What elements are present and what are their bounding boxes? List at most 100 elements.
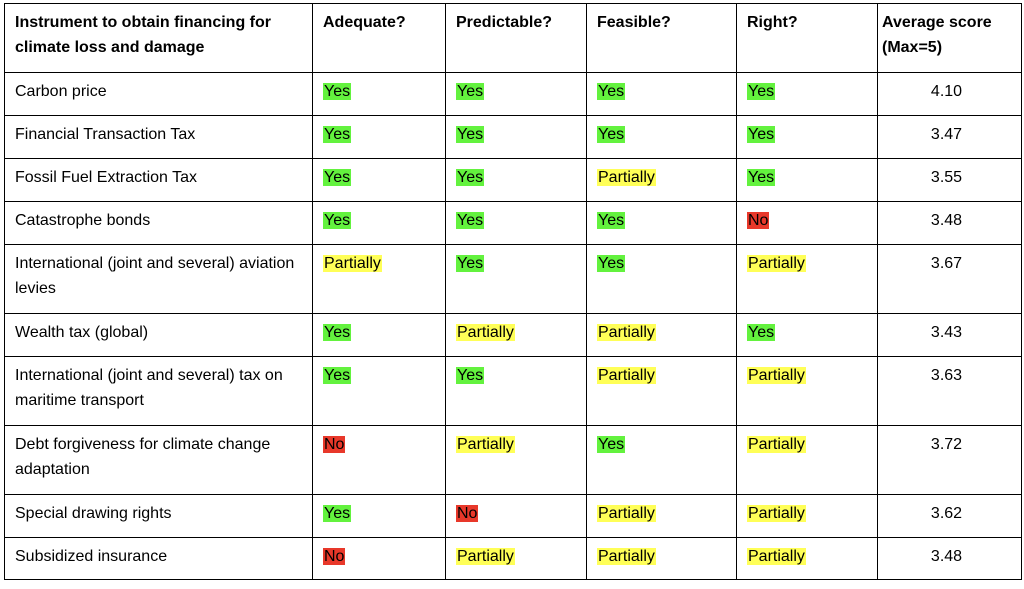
feasible-cell: Yes (586, 115, 737, 159)
rating-badge: Partially (747, 367, 806, 384)
table-row: International (joint and several) tax on… (4, 356, 1022, 426)
rating-badge: Yes (597, 83, 626, 100)
feasible-cell: Yes (586, 201, 737, 245)
rating-badge: Yes (456, 83, 485, 100)
predictable-cell: Yes (445, 72, 587, 116)
adequate-cell: Yes (312, 72, 446, 116)
average-score-cell: 3.43 (877, 313, 1022, 357)
table-row: Wealth tax (global) Yes Partially Partia… (4, 313, 1022, 357)
header-predictable: Predictable? (445, 3, 587, 73)
rating-badge: Partially (597, 367, 656, 384)
rating-badge: Partially (747, 255, 806, 272)
rating-badge: Yes (597, 255, 626, 272)
average-score-cell: 4.10 (877, 72, 1022, 116)
table-header-row: Instrument to obtain financing for clima… (4, 3, 1022, 73)
rating-badge: Partially (747, 436, 806, 453)
rating-badge: Yes (456, 255, 485, 272)
predictable-cell: Yes (445, 356, 587, 426)
rating-badge: Yes (747, 169, 776, 186)
table-row: Subsidized insurance No Partially Partia… (4, 537, 1022, 580)
rating-badge: Yes (323, 126, 352, 143)
right-cell: Yes (736, 158, 878, 202)
rating-badge: Yes (323, 324, 352, 341)
right-cell: Partially (736, 537, 878, 580)
predictable-cell: Yes (445, 201, 587, 245)
average-score-cell: 3.48 (877, 201, 1022, 245)
average-score-cell: 3.62 (877, 494, 1022, 538)
adequate-cell: No (312, 425, 446, 495)
table-row: Catastrophe bonds Yes Yes Yes No 3.48 (4, 201, 1022, 245)
instrument-cell: Carbon price (4, 72, 313, 116)
rating-badge: Partially (456, 548, 515, 565)
rating-badge: Yes (597, 212, 626, 229)
predictable-cell: No (445, 494, 587, 538)
adequate-cell: Yes (312, 494, 446, 538)
table-row: Financial Transaction Tax Yes Yes Yes Ye… (4, 115, 1022, 159)
table-row: Special drawing rights Yes No Partially … (4, 494, 1022, 538)
rating-badge: No (747, 212, 770, 229)
instrument-cell: Wealth tax (global) (4, 313, 313, 357)
rating-badge: Yes (456, 367, 485, 384)
rating-badge: Yes (597, 436, 626, 453)
rating-badge: Yes (597, 126, 626, 143)
adequate-cell: Yes (312, 356, 446, 426)
adequate-cell: Yes (312, 115, 446, 159)
average-score-cell: 3.72 (877, 425, 1022, 495)
instrument-cell: Financial Transaction Tax (4, 115, 313, 159)
header-adequate: Adequate? (312, 3, 446, 73)
instrument-cell: Debt forgiveness for climate change adap… (4, 425, 313, 495)
rating-badge: No (323, 548, 346, 565)
predictable-cell: Partially (445, 425, 587, 495)
predictable-cell: Yes (445, 244, 587, 314)
rating-badge: Yes (456, 169, 485, 186)
rating-badge: Partially (597, 169, 656, 186)
rating-badge: Yes (747, 83, 776, 100)
right-cell: Yes (736, 72, 878, 116)
feasible-cell: Partially (586, 313, 737, 357)
feasible-cell: Yes (586, 425, 737, 495)
header-average-score: Average score (Max=5) (877, 3, 1022, 73)
adequate-cell: Yes (312, 201, 446, 245)
predictable-cell: Partially (445, 313, 587, 357)
rating-badge: Partially (747, 505, 806, 522)
rating-badge: Yes (456, 126, 485, 143)
instrument-cell: Special drawing rights (4, 494, 313, 538)
table-row: International (joint and several) aviati… (4, 244, 1022, 314)
instrument-cell: International (joint and several) tax on… (4, 356, 313, 426)
rating-badge: Yes (323, 367, 352, 384)
rating-badge: Yes (747, 324, 776, 341)
rating-badge: Partially (597, 505, 656, 522)
right-cell: No (736, 201, 878, 245)
rating-badge: Partially (597, 324, 656, 341)
adequate-cell: Yes (312, 313, 446, 357)
average-score-cell: 3.47 (877, 115, 1022, 159)
table-row: Carbon price Yes Yes Yes Yes 4.10 (4, 72, 1022, 116)
instrument-cell: Fossil Fuel Extraction Tax (4, 158, 313, 202)
header-right: Right? (736, 3, 878, 73)
header-instrument: Instrument to obtain financing for clima… (4, 3, 313, 73)
feasible-cell: Partially (586, 356, 737, 426)
right-cell: Partially (736, 494, 878, 538)
rating-badge: Partially (323, 255, 382, 272)
feasible-cell: Partially (586, 158, 737, 202)
rating-badge: Yes (323, 505, 352, 522)
rating-badge: Yes (323, 169, 352, 186)
average-score-cell: 3.67 (877, 244, 1022, 314)
instrument-cell: Catastrophe bonds (4, 201, 313, 245)
right-cell: Partially (736, 425, 878, 495)
predictable-cell: Yes (445, 158, 587, 202)
adequate-cell: Yes (312, 158, 446, 202)
table-row: Debt forgiveness for climate change adap… (4, 425, 1022, 495)
rating-badge: Partially (597, 548, 656, 565)
rating-badge: No (323, 436, 346, 453)
average-score-cell: 3.55 (877, 158, 1022, 202)
rating-badge: Yes (323, 83, 352, 100)
feasible-cell: Yes (586, 72, 737, 116)
header-feasible: Feasible? (586, 3, 737, 73)
instrument-cell: International (joint and several) aviati… (4, 244, 313, 314)
rating-badge: No (456, 505, 479, 522)
adequate-cell: Partially (312, 244, 446, 314)
rating-badge: Partially (747, 548, 806, 565)
rating-badge: Partially (456, 436, 515, 453)
average-score-cell: 3.63 (877, 356, 1022, 426)
